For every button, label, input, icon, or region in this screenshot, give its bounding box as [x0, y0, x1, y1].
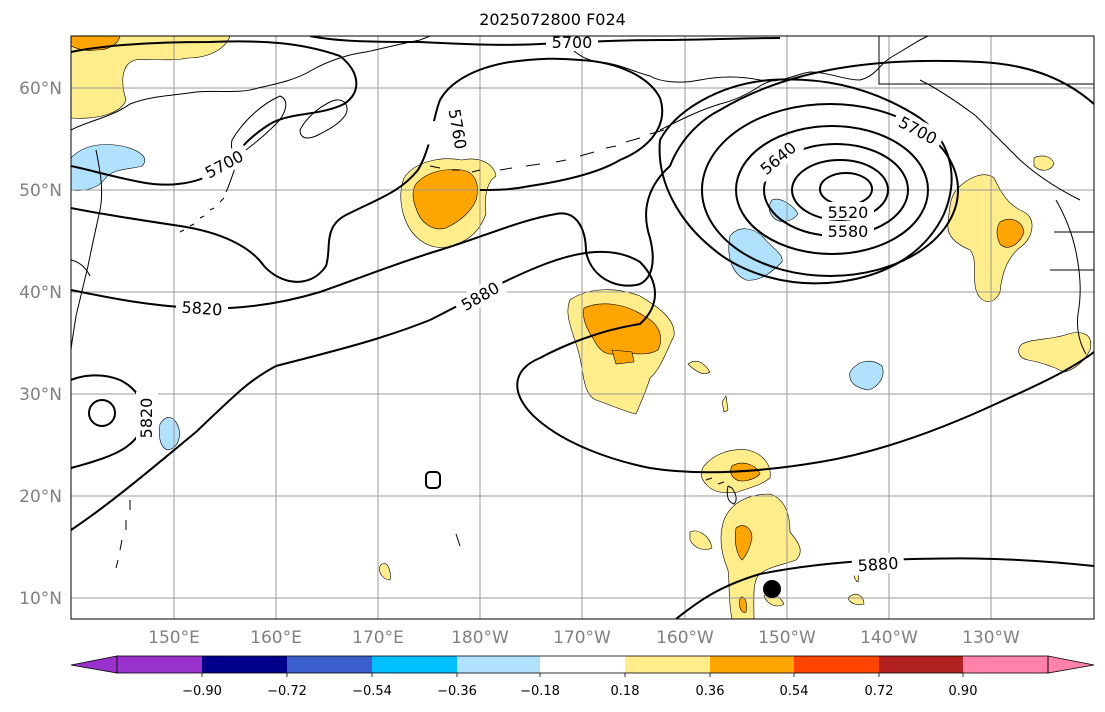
contour-5700-north	[71, 40, 358, 186]
lat-label: 20°N	[19, 487, 62, 507]
plot-frame	[70, 35, 1095, 620]
contour-5700-top	[309, 36, 781, 46]
lon-label: 160°W	[656, 628, 714, 648]
colorbar-tick-label: −0.54	[352, 684, 392, 699]
contour-small-closed-sw	[88, 399, 116, 427]
colorbar-swatch	[879, 656, 963, 673]
colorbar-tick-label: −0.72	[267, 684, 307, 699]
lat-label: 10°N	[19, 589, 62, 609]
colorbar-swatch	[287, 656, 372, 673]
colorbar-swatch	[625, 656, 710, 673]
cyclone-marker	[763, 580, 781, 598]
colorbar-swatch	[457, 656, 540, 673]
contour-small-closed-hawaii	[425, 471, 441, 489]
colorbar-extend-low	[70, 655, 118, 674]
colorbar-swatch	[540, 656, 625, 673]
colorbar-swatch	[372, 656, 457, 673]
contour-5760-inner	[479, 59, 664, 191]
colorbar-swatch	[117, 656, 202, 673]
contour-5880-south	[675, 557, 1094, 619]
colorbar-extend-high	[1047, 655, 1095, 674]
colorbar-swatch	[963, 656, 1048, 673]
contour-low-1	[701, 103, 959, 277]
contour-low-outer	[658, 78, 953, 285]
colorbar-swatch	[794, 656, 879, 673]
lon-label: 140°W	[860, 628, 918, 648]
colorbar-swatch	[202, 656, 287, 673]
colorbar-tick-label: 0.36	[696, 684, 725, 699]
contour-5760	[71, 57, 581, 283]
colorbar-tick-label: −0.36	[437, 684, 477, 699]
contour-label: 5520	[828, 203, 869, 222]
colorbar-tick-label: 0.72	[865, 684, 894, 699]
colorbar-tick-label: 0.54	[780, 684, 809, 699]
colorbar-swatch	[710, 656, 794, 673]
colorbar-tick-label: −0.18	[520, 684, 560, 699]
colorbar: −0.90 −0.72 −0.54 −0.36 −0.18 0.18 0.36 …	[70, 655, 1095, 699]
colorbar-tick-label: 0.90	[949, 684, 978, 699]
gridlines	[71, 36, 1094, 619]
latitude-labels: 60°N 50°N 40°N 30°N 20°N 10°N	[19, 79, 62, 609]
shaded-fields	[71, 36, 1092, 619]
coastlines	[71, 36, 1087, 569]
colorbar-tick-label: −0.90	[182, 684, 222, 699]
contour-label: 5880	[857, 554, 899, 576]
lon-label: 150°W	[758, 628, 816, 648]
height-contours	[71, 36, 1094, 619]
longitude-labels: 150°E 160°E 170°E 180°W 170°W 160°W 150°…	[148, 628, 1020, 648]
contour-label: 5580	[828, 222, 869, 241]
map-title: 2025072800 F024	[479, 10, 626, 29]
lat-label: 30°N	[19, 385, 62, 405]
lon-label: 130°W	[962, 628, 1020, 648]
political-boundaries	[878, 36, 1094, 271]
contour-label-group: 5700 5760 5700 5640 5700 5520 5580 5820 …	[136, 33, 946, 576]
lon-label: 170°E	[352, 628, 404, 648]
lon-label: 180°W	[451, 628, 509, 648]
lat-label: 40°N	[19, 283, 62, 303]
lat-label: 50°N	[19, 181, 62, 201]
contour-low-2	[735, 125, 929, 255]
lon-label: 170°W	[553, 628, 611, 648]
contour-label: 5820	[181, 298, 223, 320]
contour-5820	[71, 59, 1094, 310]
lon-label: 150°E	[148, 628, 200, 648]
contour-label: 5820	[137, 398, 156, 439]
contour-label: 5700	[552, 33, 593, 52]
lat-label: 60°N	[19, 79, 62, 99]
colorbar-tick-label: 0.18	[611, 684, 640, 699]
lon-label: 160°E	[250, 628, 302, 648]
contour-5880-main	[71, 250, 1094, 531]
